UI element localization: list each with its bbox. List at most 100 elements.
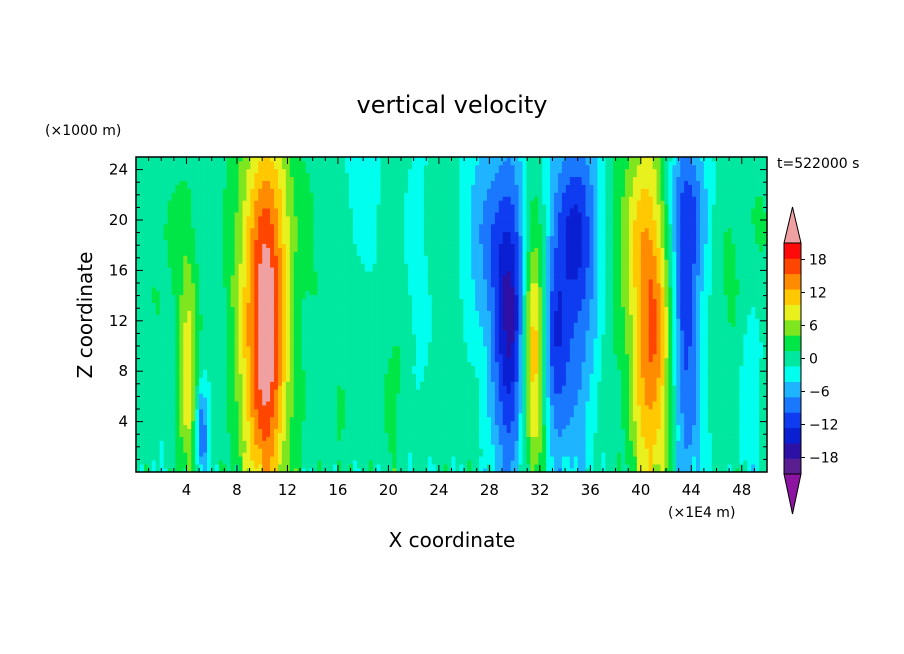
field-cell (486, 397, 492, 402)
field-cell (171, 464, 176, 469)
field-cell (195, 373, 200, 378)
field-cell (542, 373, 547, 378)
field-cell (199, 401, 204, 406)
field-cell (542, 452, 547, 457)
field-cell (376, 357, 381, 363)
field-cell (739, 373, 744, 378)
field-cell (262, 357, 267, 363)
field-cell (684, 448, 689, 453)
field-cell (451, 381, 456, 386)
field-cell (242, 353, 247, 359)
field-cell (376, 381, 381, 386)
field-cell (617, 468, 622, 472)
field-cell (518, 349, 523, 355)
field-cell (155, 389, 161, 394)
field-cell (147, 448, 153, 453)
field-cell (731, 436, 736, 441)
field-cell (625, 377, 630, 382)
field-cell (605, 444, 610, 449)
field-cell (159, 385, 164, 390)
field-cell (506, 428, 511, 433)
field-cell (739, 416, 744, 422)
field-cell (715, 420, 721, 426)
field-cell (258, 452, 263, 457)
field-cell (309, 361, 314, 367)
field-cell (222, 357, 228, 363)
field-cell (711, 440, 717, 445)
field-cell (534, 416, 539, 422)
field-cell (258, 460, 263, 465)
field-cell (317, 365, 322, 370)
field-cell (703, 448, 709, 453)
field-cell (494, 369, 500, 374)
field-cell (463, 353, 468, 359)
field-cell (628, 385, 634, 390)
field-cell (636, 436, 642, 441)
field-cell (380, 381, 385, 386)
field-cell (660, 401, 665, 406)
field-cell (561, 373, 567, 378)
field-cell (510, 432, 515, 437)
field-cell (270, 365, 275, 370)
field-cell (329, 361, 334, 367)
field-cell (577, 412, 582, 418)
field-cell (467, 424, 472, 430)
field-cell (648, 369, 653, 374)
field-cell (747, 353, 752, 359)
field-cell (696, 420, 701, 426)
field-cell (404, 357, 409, 363)
field-cell (451, 409, 456, 414)
field-cell (392, 357, 397, 363)
field-cell (404, 448, 409, 453)
field-cell (423, 361, 429, 367)
field-cell (475, 385, 480, 390)
field-cell (419, 452, 425, 457)
field-cell (490, 397, 496, 402)
field-cell (751, 405, 756, 410)
field-cell (680, 440, 685, 445)
field-cell (534, 436, 539, 441)
field-cell (230, 428, 235, 433)
field-cell (356, 353, 362, 359)
field-cell (329, 440, 334, 445)
field-cell (439, 436, 444, 441)
field-cell (195, 361, 200, 367)
field-cell (376, 369, 381, 374)
field-cell (408, 444, 413, 449)
field-cell (617, 353, 622, 359)
field-cell (486, 448, 492, 453)
field-cell (530, 464, 535, 469)
field-cell (345, 381, 350, 386)
field-cell (301, 401, 306, 406)
field-cell (719, 401, 724, 406)
field-cell (313, 365, 318, 370)
field-cell (561, 448, 567, 453)
field-cell (625, 444, 630, 449)
field-cell (640, 448, 646, 453)
field-cell (337, 369, 342, 374)
field-cell (151, 361, 157, 367)
field-cell (210, 416, 216, 422)
field-cell (163, 464, 168, 469)
field-cell (412, 397, 417, 402)
field-cell (400, 369, 405, 374)
field-cell (147, 353, 153, 359)
field-cell (502, 377, 508, 382)
field-cell (388, 353, 393, 359)
field-cell (163, 460, 168, 465)
field-cell (309, 357, 314, 363)
field-cell (557, 464, 563, 469)
field-cell (640, 456, 646, 461)
field-cell (510, 452, 515, 457)
field-cell (632, 401, 638, 406)
field-cell (246, 428, 251, 433)
field-cell (656, 420, 661, 426)
field-cell (262, 353, 267, 359)
field-cell (660, 428, 665, 433)
field-cell (510, 409, 515, 414)
field-cell (258, 432, 263, 437)
field-cell (514, 452, 519, 457)
field-cell (494, 365, 500, 370)
field-cell (561, 468, 567, 472)
field-cell (337, 444, 342, 449)
